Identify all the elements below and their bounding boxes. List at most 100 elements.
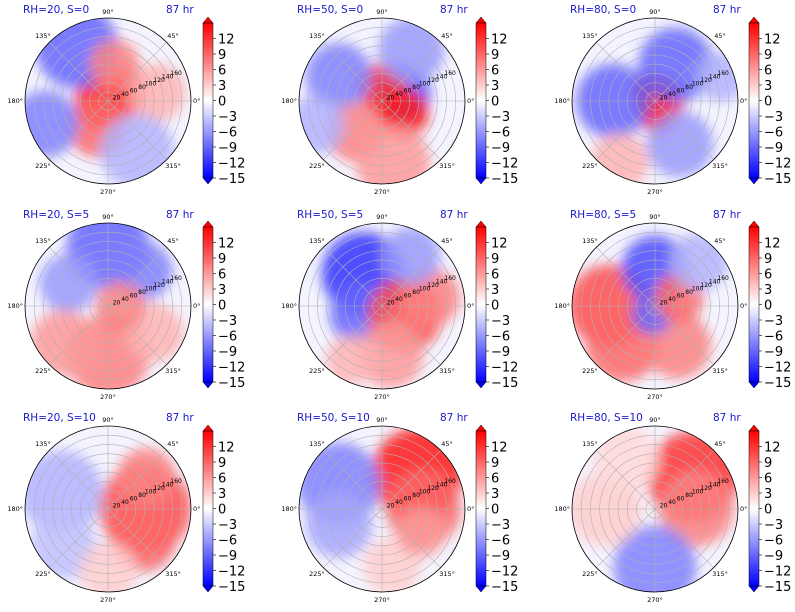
angle-tick-label: 225°	[309, 570, 325, 578]
colorbar-extend-top	[202, 424, 214, 432]
angle-tick-label: 270°	[374, 596, 390, 604]
radius-tick-label: 160	[170, 70, 182, 77]
angle-tick-label: 0°	[467, 302, 474, 310]
radius-tick-label: 40	[668, 91, 676, 98]
radius-tick-label: 80	[412, 289, 420, 296]
angular-gridline	[596, 100, 656, 160]
colorbar-tick-label: 9	[764, 252, 772, 267]
heat-blob	[638, 27, 714, 103]
colorbar-extend-top	[475, 16, 487, 24]
radius-tick-label: 60	[130, 292, 138, 299]
colorbar-tick-label: −9	[218, 345, 237, 360]
colorbar-tick-label: 3	[491, 79, 499, 94]
colorbar-tick-label: 0	[764, 503, 772, 518]
radius-tick-label: 80	[685, 492, 693, 499]
colorbar-tick-label: −9	[764, 141, 783, 156]
angular-gridline	[323, 42, 383, 102]
angular-gridline	[381, 305, 441, 365]
panel-time-label: 87 hr	[166, 4, 194, 16]
colorbar-tick-label: 12	[218, 33, 235, 48]
angular-gridline	[654, 508, 714, 568]
colorbar-tick-label: −12	[491, 157, 518, 172]
colorbar-body	[748, 226, 760, 383]
colorbar-tick-label: 0	[764, 299, 772, 314]
radius-tick-label: 140	[436, 278, 448, 285]
colorbar-tick-label: 0	[218, 95, 226, 110]
angle-tick-label: 180°	[7, 505, 23, 513]
colorbar-tick-label: −12	[218, 361, 245, 376]
colorbar-tick-label: 12	[764, 441, 781, 456]
colorbar-extend-top	[748, 16, 760, 24]
panel-title: RH=50, S=0	[297, 4, 363, 16]
angle-tick-label: 225°	[35, 367, 51, 375]
angle-tick-label: 315°	[712, 367, 728, 375]
radius-tick-label: 140	[709, 73, 721, 80]
angle-tick-label: 90°	[376, 213, 388, 221]
angular-gridline	[596, 450, 656, 510]
colorbar-extend-top	[475, 220, 487, 228]
colorbar-tick-label: −6	[218, 534, 237, 549]
colorbar-tick-label: −15	[764, 172, 791, 187]
angular-gridline	[49, 450, 109, 510]
radius-tick-label: 60	[677, 495, 685, 502]
angle-tick-label: 180°	[554, 302, 570, 310]
panel-time-label: 87 hr	[713, 4, 741, 16]
colorbar-extend-bottom	[475, 381, 487, 389]
polar-frame	[24, 17, 192, 185]
angle-tick-label: 180°	[554, 97, 570, 105]
colorbar-extend-bottom	[475, 177, 487, 185]
colorbar-tick-label: −6	[491, 534, 510, 549]
angle-tick-label: 135°	[309, 32, 325, 40]
colorbar-tick-label: −9	[764, 345, 783, 360]
polar-frame	[298, 425, 466, 593]
angle-tick-label: 135°	[309, 237, 325, 245]
colorbar-tick-label: 3	[764, 487, 772, 502]
colorbar-tick-label: −3	[491, 110, 510, 125]
heat-blob	[357, 321, 424, 389]
angle-tick-label: 90°	[649, 213, 661, 221]
radius-tick-label: 100	[692, 488, 704, 495]
radius-tick-label: 60	[677, 292, 685, 299]
angle-tick-label: 315°	[439, 162, 455, 170]
colorbar-tick-label: 0	[218, 503, 226, 518]
radius-tick-label: 120	[153, 485, 165, 492]
radius-tick-label: 20	[660, 299, 668, 306]
angle-tick-label: 0°	[740, 302, 747, 310]
polar-frame	[24, 222, 192, 390]
panel-time-label: 87 hr	[166, 412, 194, 424]
colorbar-tick-label: 6	[764, 268, 772, 283]
radius-tick-label: 60	[130, 495, 138, 502]
heat-blob	[592, 426, 660, 492]
angle-tick-label: 90°	[649, 8, 661, 16]
angular-gridline	[107, 247, 167, 307]
colorbar-tick-label: 12	[764, 33, 781, 48]
radius-tick-label: 40	[668, 296, 676, 303]
colorbar-tick-label: 3	[491, 487, 499, 502]
colorbar-tick-label: −15	[218, 172, 245, 187]
radius-tick-label: 100	[692, 80, 704, 87]
panel-time-label: 87 hr	[166, 209, 194, 221]
colorbar-tick-label: −6	[491, 126, 510, 141]
heat-blob	[382, 226, 441, 285]
radius-tick-label: 80	[412, 492, 420, 499]
radius-tick-label: 20	[113, 94, 121, 101]
colorbar-tick-label: 12	[491, 237, 508, 252]
polar-frame	[571, 17, 739, 185]
colorbar-body	[748, 430, 760, 587]
angle-tick-label: 270°	[374, 188, 390, 196]
radius-tick-label: 80	[138, 289, 146, 296]
angular-gridline	[49, 305, 109, 365]
colorbar-extend-top	[748, 424, 760, 432]
angular-gridline	[596, 508, 656, 568]
colorbar-tick-label: −3	[764, 314, 783, 329]
colorbar-tick-label: 3	[764, 79, 772, 94]
colorbar-tick-label: 6	[491, 472, 499, 487]
angular-gridline	[381, 247, 441, 307]
